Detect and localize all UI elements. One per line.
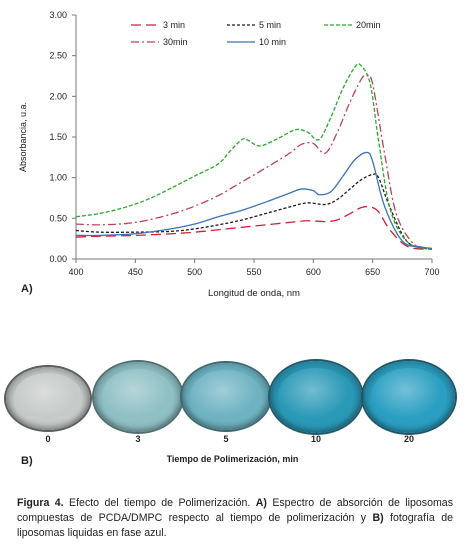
chart-axes <box>75 15 432 260</box>
legend-label: 30min <box>163 37 188 47</box>
caption-text-1: Efecto del tiempo de Polimerización. <box>63 497 256 509</box>
liposome-plate <box>182 363 270 430</box>
x-tick-label: 600 <box>306 267 321 277</box>
x-tick-label: 400 <box>68 267 83 277</box>
liposome-plate-surface <box>101 369 175 423</box>
x-tick-label: 550 <box>246 267 261 277</box>
y-tick-label: 0.50 <box>49 213 67 223</box>
y-tick-label: 1.50 <box>49 132 67 142</box>
x-tick-label: 650 <box>365 267 380 277</box>
plate-time-label: 20 <box>403 434 414 444</box>
caption-text-2: Espectro de absorción de liposomas compu… <box>17 497 453 524</box>
series-line-3-min <box>75 205 433 250</box>
caption-b-label: B) <box>372 512 384 524</box>
y-tick-label: 0.00 <box>49 254 67 264</box>
chart-legend: 3 min 5 min 20min 30min 10 min <box>131 20 381 47</box>
figure-caption: Figura 4. Efecto del tiempo de Polimeriz… <box>17 496 453 541</box>
liposome-plate-surface <box>189 369 263 421</box>
y-tick-label: 1.00 <box>49 173 67 183</box>
y-tick-label: 2.50 <box>49 51 67 61</box>
liposome-plate-surface <box>371 368 447 423</box>
y-tick-label: 3.00 <box>49 10 67 20</box>
plate-time-label: 10 <box>310 434 321 444</box>
legend-label: 20min <box>356 20 381 30</box>
panel-a-label: A) <box>21 283 33 295</box>
y-tick-label: 2.00 <box>49 91 67 101</box>
legend-label: 10 min <box>259 37 286 47</box>
x-tick-label: 700 <box>424 267 439 277</box>
series-line-30min <box>75 74 433 250</box>
liposome-plate <box>270 361 362 433</box>
liposome-plate-surface <box>13 373 83 422</box>
liposome-plate-surface <box>278 368 354 423</box>
caption-lead: Figura 4. <box>17 497 64 509</box>
y-axis-label: Absorbancia, u.a. <box>18 102 28 172</box>
series-line-20min <box>75 63 433 250</box>
plate-time-label: 0 <box>45 434 51 444</box>
x-tick-label: 450 <box>128 267 143 277</box>
series-line-5-min <box>75 173 433 250</box>
legend-label: 3 min <box>163 20 185 30</box>
caption-a-label: A) <box>255 497 267 509</box>
x-axis-label: Longitud de onda, nm <box>208 288 300 299</box>
chart-ticks: 400 450 500 550 600 650 700 0.00 0.50 1.00 1.50 2.0… <box>49 10 439 277</box>
series-line-10-min <box>75 151 433 250</box>
chart-series-lines <box>75 63 433 250</box>
x-tick-label: 500 <box>187 267 202 277</box>
liposome-plate <box>94 362 182 432</box>
photo-x-label: Tiempo de Polimerización, min <box>166 454 299 464</box>
liposome-plate <box>6 367 90 430</box>
legend-label: 5 min <box>259 20 281 30</box>
liposome-plate <box>363 361 455 433</box>
panel-b-label: B) <box>21 455 33 467</box>
caption-text-3: fotografía de liposomas liquidas en fase… <box>17 512 453 539</box>
plate-time-label: 3 <box>135 434 141 444</box>
plate-time-label: 5 <box>223 434 229 444</box>
absorbance-spectrum-chart: 400 450 500 550 600 650 700 0.00 0.50 1.00 1.50 2.0… <box>18 10 440 299</box>
